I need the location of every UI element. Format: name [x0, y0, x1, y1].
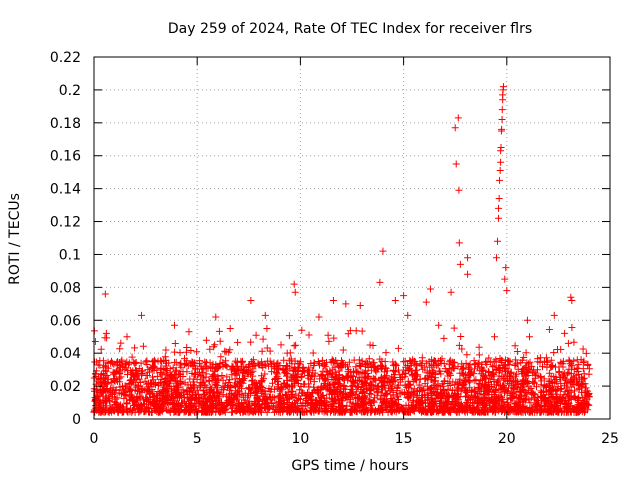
data-point: [498, 116, 506, 124]
data-point: [523, 316, 531, 324]
data-point: [101, 290, 109, 298]
data-point: [502, 264, 510, 272]
y-tick-label: 0.12: [50, 215, 81, 231]
data-point: [499, 83, 507, 91]
data-point: [123, 333, 131, 341]
x-tick-label: 15: [395, 431, 413, 447]
x-tick-label: 0: [90, 431, 99, 447]
data-point: [342, 300, 350, 308]
data-point: [495, 204, 503, 212]
data-point: [170, 321, 178, 329]
data-point: [247, 297, 255, 305]
data-point: [185, 328, 193, 336]
y-tick-label: 0.1: [59, 247, 81, 263]
axis-ticks: 0 0.02 0.04 0.06 0.08 0.1 0.12 0.14 0.16 0.18 0.2 0…: [50, 50, 619, 447]
data-point: [212, 313, 220, 321]
data-point: [391, 297, 399, 305]
data-point: [290, 280, 298, 288]
x-tick-label: 20: [498, 431, 516, 447]
data-point: [503, 287, 511, 295]
grid-lines: [94, 57, 610, 419]
data-point: [356, 301, 364, 309]
y-tick-label: 0.2: [59, 83, 81, 99]
data-point: [497, 158, 505, 166]
data-point: [561, 329, 569, 337]
y-tick-label: 0.08: [50, 280, 81, 296]
data-point: [404, 311, 412, 319]
y-tick-label: 0.18: [50, 116, 81, 132]
data-point: [452, 160, 460, 168]
data-point: [454, 114, 462, 122]
data-point-cloud: [90, 324, 593, 416]
data-point: [464, 270, 472, 278]
y-tick-label: 0.22: [50, 50, 81, 66]
data-point: [435, 321, 443, 329]
x-tick-label: 25: [601, 431, 619, 447]
data-point: [550, 311, 558, 319]
data-point: [137, 311, 145, 319]
data-point: [376, 278, 384, 286]
data-point: [422, 298, 430, 306]
x-tick-label: 5: [193, 431, 202, 447]
y-tick-label: 0: [72, 412, 81, 428]
data-point: [379, 247, 387, 255]
data-point: [495, 195, 503, 203]
y-tick-label: 0.16: [50, 149, 81, 165]
data-point: [102, 329, 110, 337]
y-axis-label: ROTI / TECUs: [7, 193, 23, 285]
data-point: [451, 124, 459, 132]
data-point: [464, 254, 472, 262]
data-point: [501, 275, 509, 283]
y-tick-label: 0.04: [50, 346, 81, 362]
data-point: [497, 144, 505, 151]
data-point: [315, 313, 323, 321]
chart-title: Day 259 of 2024, Rate Of TEC Index for r…: [168, 21, 532, 37]
data-point: [455, 186, 463, 194]
data-point: [526, 333, 534, 341]
data-point: [447, 288, 455, 296]
data-point: [400, 292, 408, 300]
x-axis-label: GPS time / hours: [291, 458, 408, 474]
plot-frame: [93, 56, 611, 420]
data-point: [226, 325, 234, 332]
data-point: [291, 288, 299, 296]
data-point: [567, 293, 575, 301]
x-tick-label: 10: [291, 431, 309, 447]
data-point: [456, 260, 464, 268]
data-point: [568, 297, 576, 305]
data-point: [495, 214, 503, 222]
data-point: [492, 254, 500, 262]
data-point: [498, 106, 506, 114]
data-point: [494, 237, 502, 245]
data-point: [498, 125, 506, 133]
y-tick-label: 0.06: [50, 313, 81, 329]
data-points: [90, 83, 593, 416]
y-tick-label: 0.02: [50, 379, 81, 395]
data-point: [455, 239, 463, 247]
data-point: [496, 176, 504, 184]
y-tick-label: 0.14: [50, 182, 81, 198]
data-point: [426, 285, 434, 293]
data-point: [329, 297, 337, 305]
data-point: [496, 167, 504, 175]
data-point: [261, 311, 269, 319]
